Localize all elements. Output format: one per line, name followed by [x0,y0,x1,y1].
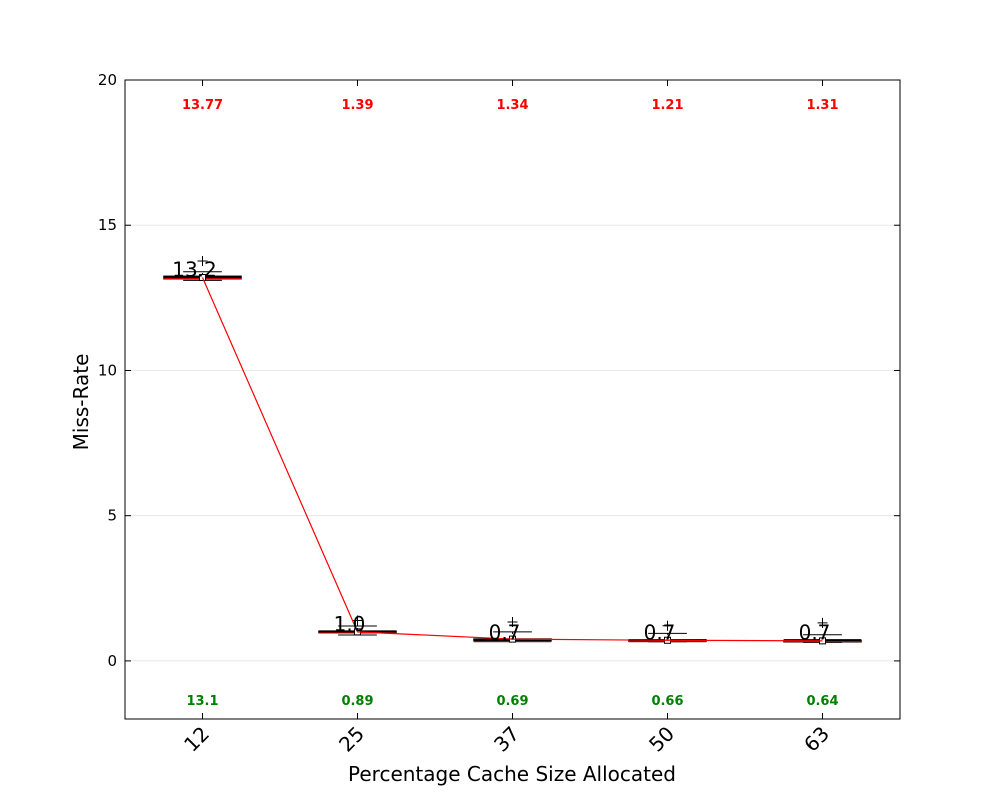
outlier-marker [662,620,673,631]
y-axis-ticks: 0 5 10 15 20 [98,71,900,670]
min-value-label: 13.1 [186,694,218,709]
mean-line [201,277,823,642]
max-value-label: 1.21 [651,98,683,113]
max-value-label: 1.34 [496,98,528,113]
x-axis-label: Percentage Cache Size Allocated [348,762,676,786]
median-value-label: 0.7 [644,621,676,645]
y-tick-label: 5 [107,507,117,525]
y-tick-label: 10 [98,361,117,379]
median-value-label: 0.7 [489,621,521,645]
y-tick-label: 0 [107,652,117,670]
min-value-label: 0.89 [341,694,373,709]
max-value-label: 1.31 [806,98,838,113]
min-value-label: 0.66 [651,694,683,709]
mean-line-layer [201,277,823,642]
y-axis-label: Miss-Rate [69,354,93,451]
min-value-label: 0.64 [806,694,838,709]
outlier-marker [507,616,518,627]
median-value-label: 13.2 [172,258,217,282]
outlier-marker [817,617,828,628]
y-tick-label: 20 [98,71,117,89]
min-value-label: 0.69 [496,694,528,709]
annotation-labels: 13.77 13.1 13.2 1.39 0.89 1.0 1.34 0.69 0.7 1.21 0… [172,98,838,709]
median-value-label: 0.7 [799,621,831,645]
max-value-label: 1.39 [341,98,373,113]
outlier-marker [352,615,363,626]
y-tick-label: 15 [98,216,117,234]
outlier-marker [197,255,208,266]
max-value-label: 13.77 [182,98,223,113]
median-value-label: 1.0 [334,612,366,636]
